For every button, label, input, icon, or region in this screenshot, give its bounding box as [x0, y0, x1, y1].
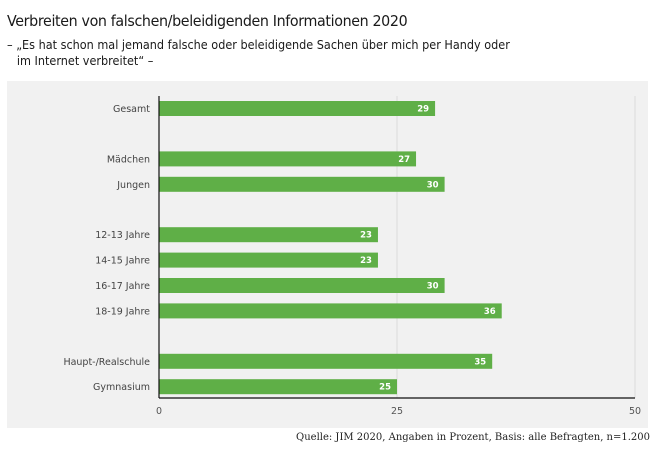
subtitle-line-1: – „Es hat schon mal jemand falsche oder … [7, 37, 510, 52]
value-label-3: 23 [360, 231, 372, 241]
category-label-7: Haupt-/Realschule [63, 357, 150, 368]
category-label-5: 16-17 Jahre [95, 281, 150, 292]
chart-title: Verbreiten von falschen/beleidigenden In… [7, 12, 408, 30]
bar-2 [159, 176, 445, 192]
x-tick-label-0: 0 [156, 406, 162, 417]
category-label-4: 14-15 Jahre [95, 256, 150, 267]
bar-3 [159, 227, 378, 243]
bar-1 [159, 151, 417, 167]
category-label-3: 12-13 Jahre [95, 230, 150, 241]
value-label-4: 23 [360, 256, 372, 266]
x-tick-label-25: 25 [391, 406, 403, 417]
value-label-0: 29 [417, 105, 429, 115]
category-label-6: 18-19 Jahre [95, 306, 150, 317]
category-label-8: Gymnasium [93, 382, 150, 393]
category-label-1: Mädchen [107, 154, 150, 165]
bar-0 [159, 101, 436, 116]
value-label-2: 30 [427, 180, 439, 190]
chart-subtitle: – „Es hat schon mal jemand falsche oder … [7, 37, 510, 69]
x-tick-label-50: 50 [629, 406, 641, 417]
value-label-1: 27 [398, 155, 410, 165]
bar-4 [159, 252, 378, 268]
bar-5 [159, 278, 445, 293]
bar-7 [159, 353, 493, 369]
subtitle-line-2: im Internet verbreitet“ – [16, 53, 154, 68]
bar-6 [159, 303, 502, 319]
source-note: Quelle: JIM 2020, Angaben in Prozent, Ba… [296, 432, 650, 443]
value-label-5: 30 [427, 282, 439, 292]
value-label-8: 25 [379, 383, 391, 393]
value-label-7: 35 [474, 357, 486, 367]
category-label-2: Jungen [116, 180, 150, 191]
value-label-6: 36 [484, 307, 496, 317]
bar-8 [159, 379, 397, 395]
category-label-0: Gesamt [113, 104, 150, 115]
